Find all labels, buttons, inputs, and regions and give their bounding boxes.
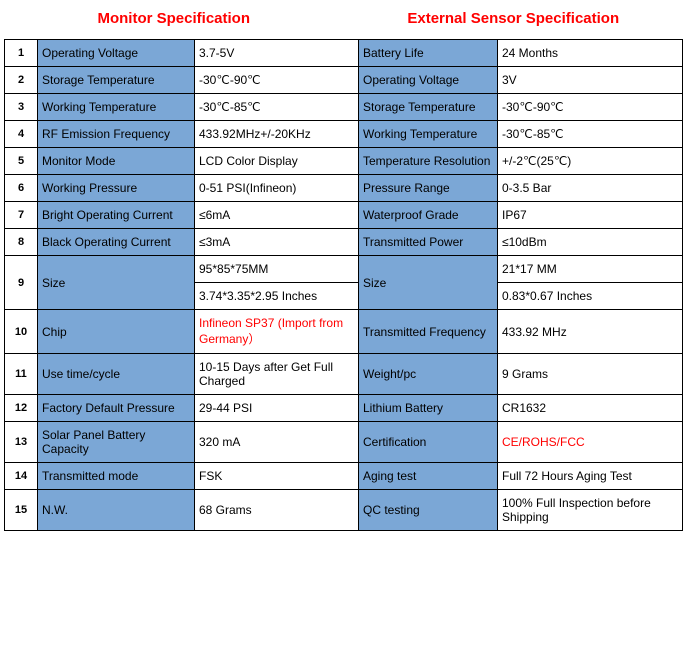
row-number: 14 [5, 463, 38, 490]
sensor-value: 433.92 MHz [498, 310, 683, 354]
table-row: 13Solar Panel Battery Capacity320 mACert… [5, 422, 683, 463]
monitor-value: 3.7-5V [195, 40, 359, 67]
sensor-value: 24 Months [498, 40, 683, 67]
sensor-value: 100% Full Inspection before Shipping [498, 490, 683, 531]
monitor-label: Monitor Mode [38, 148, 195, 175]
sensor-label: Storage Temperature [359, 94, 498, 121]
sensor-spec-header: External Sensor Specification [344, 4, 684, 37]
monitor-label: Solar Panel Battery Capacity [38, 422, 195, 463]
sensor-label: Temperature Resolution [359, 148, 498, 175]
sensor-value: 21*17 MM [498, 256, 683, 283]
monitor-label: Black Operating Current [38, 229, 195, 256]
row-number: 6 [5, 175, 38, 202]
monitor-value: ≤3mA [195, 229, 359, 256]
sensor-label: Weight/pc [359, 354, 498, 395]
monitor-value: -30℃-90℃ [195, 67, 359, 94]
sensor-value: 3V [498, 67, 683, 94]
sensor-value: ≤10dBm [498, 229, 683, 256]
monitor-value: 95*85*75MM [195, 256, 359, 283]
sensor-label: QC testing [359, 490, 498, 531]
table-row: 9Size95*85*75MMSize21*17 MM [5, 256, 683, 283]
sensor-value: 0.83*0.67 Inches [498, 283, 683, 310]
sensor-label: Transmitted Frequency [359, 310, 498, 354]
table-row: 6Working Pressure0-51 PSI(Infineon)Press… [5, 175, 683, 202]
table-row: 11Use time/cycle10-15 Days after Get Ful… [5, 354, 683, 395]
row-number: 8 [5, 229, 38, 256]
sensor-label: Working Temperature [359, 121, 498, 148]
monitor-label: N.W. [38, 490, 195, 531]
monitor-value: -30℃-85℃ [195, 94, 359, 121]
table-row: 15N.W.68 GramsQC testing100% Full Inspec… [5, 490, 683, 531]
sensor-value: -30℃-85℃ [498, 121, 683, 148]
table-row: 12Factory Default Pressure29-44 PSILithi… [5, 395, 683, 422]
sensor-label: Aging test [359, 463, 498, 490]
row-number: 4 [5, 121, 38, 148]
table-row: 10ChipInfineon SP37 (Import from Germany… [5, 310, 683, 354]
sensor-label: Battery Life [359, 40, 498, 67]
monitor-label: Working Temperature [38, 94, 195, 121]
monitor-label: Use time/cycle [38, 354, 195, 395]
sensor-value: IP67 [498, 202, 683, 229]
row-number: 1 [5, 40, 38, 67]
row-number: 13 [5, 422, 38, 463]
sensor-value: CE/ROHS/FCC [498, 422, 683, 463]
monitor-spec-header: Monitor Specification [4, 4, 344, 37]
monitor-label: Operating Voltage [38, 40, 195, 67]
table-row: 8Black Operating Current≤3mATransmitted … [5, 229, 683, 256]
monitor-label: Transmitted mode [38, 463, 195, 490]
monitor-value: 0-51 PSI(Infineon) [195, 175, 359, 202]
sensor-value: -30℃-90℃ [498, 94, 683, 121]
sensor-label: Size [359, 256, 498, 310]
monitor-value: Infineon SP37 (Import from Germany） [195, 310, 359, 354]
monitor-value: 320 mA [195, 422, 359, 463]
monitor-value: FSK [195, 463, 359, 490]
monitor-label: Size [38, 256, 195, 310]
sensor-label: Lithium Battery [359, 395, 498, 422]
sensor-label: Pressure Range [359, 175, 498, 202]
row-number: 15 [5, 490, 38, 531]
sensor-label: Certification [359, 422, 498, 463]
monitor-label: Bright Operating Current [38, 202, 195, 229]
header-row: Monitor Specification External Sensor Sp… [4, 4, 683, 37]
monitor-value: 68 Grams [195, 490, 359, 531]
table-row: 2Storage Temperature-30℃-90℃Operating Vo… [5, 67, 683, 94]
table-row: 3Working Temperature-30℃-85℃Storage Temp… [5, 94, 683, 121]
monitor-value: LCD Color Display [195, 148, 359, 175]
table-row: 7Bright Operating Current≤6mAWaterproof … [5, 202, 683, 229]
monitor-value: ≤6mA [195, 202, 359, 229]
monitor-value: 433.92MHz+/-20KHz [195, 121, 359, 148]
sensor-value: 9 Grams [498, 354, 683, 395]
row-number: 11 [5, 354, 38, 395]
sensor-value: 0-3.5 Bar [498, 175, 683, 202]
monitor-value: 29-44 PSI [195, 395, 359, 422]
table-row: 4RF Emission Frequency433.92MHz+/-20KHzW… [5, 121, 683, 148]
table-row: 14Transmitted modeFSKAging testFull 72 H… [5, 463, 683, 490]
sensor-label: Transmitted Power [359, 229, 498, 256]
row-number: 10 [5, 310, 38, 354]
row-number: 12 [5, 395, 38, 422]
table-row: 1Operating Voltage3.7-5VBattery Life24 M… [5, 40, 683, 67]
sensor-value: CR1632 [498, 395, 683, 422]
row-number: 9 [5, 256, 38, 310]
row-number: 5 [5, 148, 38, 175]
monitor-label: RF Emission Frequency [38, 121, 195, 148]
monitor-label: Chip [38, 310, 195, 354]
row-number: 7 [5, 202, 38, 229]
monitor-value: 10-15 Days after Get Full Charged [195, 354, 359, 395]
spec-table: 1Operating Voltage3.7-5VBattery Life24 M… [4, 39, 683, 531]
monitor-label: Factory Default Pressure [38, 395, 195, 422]
sensor-value: Full 72 Hours Aging Test [498, 463, 683, 490]
sensor-value: +/-2℃(25℃) [498, 148, 683, 175]
sensor-label: Waterproof Grade [359, 202, 498, 229]
sensor-label: Operating Voltage [359, 67, 498, 94]
monitor-value: 3.74*3.35*2.95 Inches [195, 283, 359, 310]
table-row: 5Monitor ModeLCD Color DisplayTemperatur… [5, 148, 683, 175]
monitor-label: Storage Temperature [38, 67, 195, 94]
row-number: 2 [5, 67, 38, 94]
row-number: 3 [5, 94, 38, 121]
monitor-label: Working Pressure [38, 175, 195, 202]
